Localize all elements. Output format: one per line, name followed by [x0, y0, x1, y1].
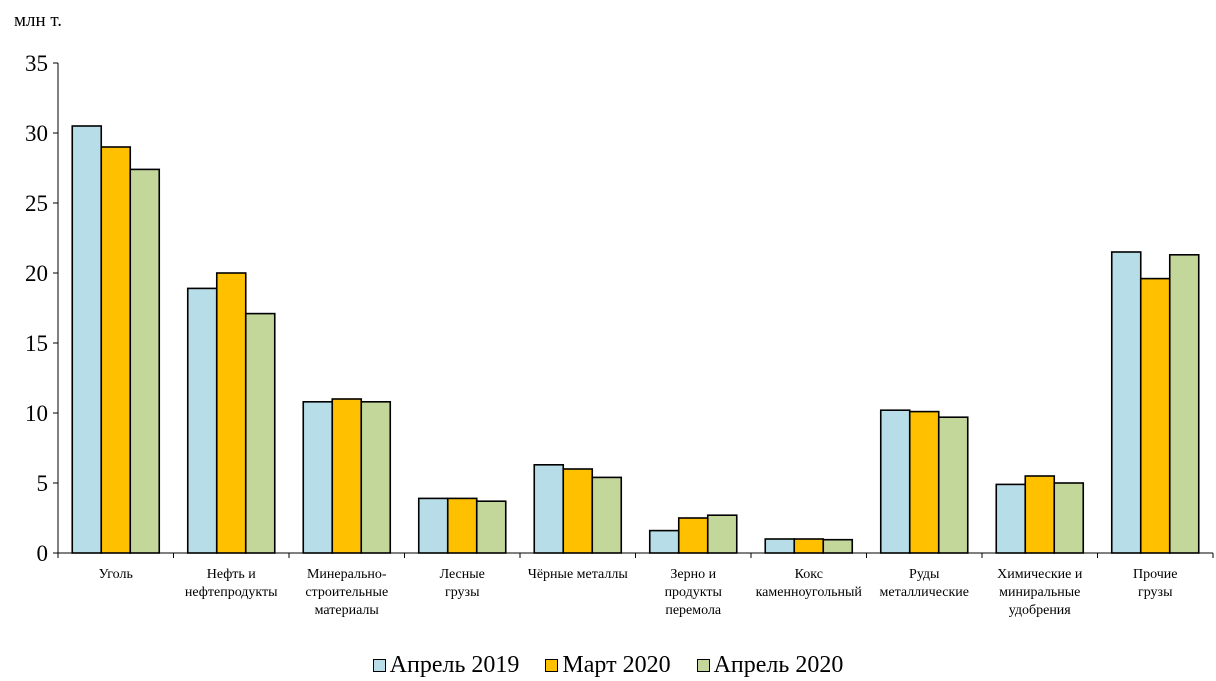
x-tick-label: грузы	[1138, 585, 1173, 600]
x-tick-label: Зерно и	[670, 567, 716, 582]
x-tick-label: Кокс	[795, 567, 823, 582]
x-tick-label: миниральные	[999, 585, 1080, 600]
x-tick-label: Руды	[909, 567, 940, 582]
x-tick-label: Химические и	[997, 567, 1083, 582]
bar	[186, 287, 218, 554]
legend-item-april-2019: Апрель 2019	[372, 652, 520, 679]
legend-label-march-2020: Март 2020	[562, 652, 671, 678]
legend-swatch-april-2020	[696, 659, 710, 672]
bar	[995, 483, 1027, 554]
x-tick-label: металлические	[880, 585, 970, 600]
x-tick-label: Минерально-	[307, 567, 387, 582]
y-tick-label: 10	[25, 401, 48, 426]
bar	[879, 409, 911, 554]
bar	[1139, 277, 1171, 554]
bar	[533, 463, 565, 554]
bar	[417, 497, 449, 554]
bar	[71, 125, 103, 554]
x-tick-label: нефтепродукты	[185, 585, 278, 600]
bar	[129, 168, 161, 554]
y-tick-label: 0	[37, 541, 49, 566]
legend-swatch-march-2020	[545, 659, 559, 672]
y-tick-label: 15	[25, 331, 48, 356]
bar	[1053, 482, 1085, 554]
bar	[360, 400, 392, 554]
bar	[1168, 254, 1200, 554]
bar	[215, 272, 247, 554]
legend-label-april-2020: Апрель 2020	[713, 652, 844, 678]
bar	[937, 416, 969, 554]
bar	[706, 514, 738, 554]
bar	[793, 538, 825, 554]
bar	[591, 476, 623, 554]
y-tick-label: 35	[25, 51, 48, 76]
bar	[302, 400, 334, 554]
bar	[562, 468, 594, 554]
y-tick-label: 5	[37, 471, 49, 496]
legend: Апрель 2019 Март 2020 Апрель 2020	[0, 652, 1216, 679]
bar	[331, 398, 363, 554]
x-tick-label: продукты	[665, 585, 723, 600]
y-tick-label: 20	[25, 261, 48, 286]
x-tick-label: Чёрные металлы	[528, 567, 629, 582]
bar	[244, 312, 276, 554]
x-tick-label: строительные	[305, 585, 388, 600]
x-tick-label: Нефть и	[207, 567, 257, 582]
x-tick-label: грузы	[445, 585, 480, 600]
bar	[822, 538, 854, 554]
legend-item-april-2020: Апрель 2020	[696, 652, 844, 679]
bar	[475, 500, 507, 554]
x-tick-label: материалы	[315, 603, 380, 618]
y-tick-label: 30	[25, 121, 48, 146]
x-tick-label: Лесные	[440, 567, 485, 582]
x-tick-label: Прочие	[1133, 567, 1178, 582]
bar	[908, 410, 940, 554]
y-tick-label: 25	[25, 191, 48, 216]
y-axis-unit-label: млн т.	[14, 10, 63, 31]
bar	[446, 497, 478, 554]
legend-swatch-april-2019	[372, 659, 386, 672]
legend-label-april-2019: Апрель 2019	[389, 652, 520, 678]
bar	[764, 538, 796, 554]
x-tick-label: Уголь	[99, 567, 133, 582]
bar	[1024, 475, 1056, 554]
x-tick-label: перемола	[665, 603, 722, 618]
bar	[648, 529, 680, 554]
bar	[100, 146, 132, 554]
legend-item-march-2020: Март 2020	[545, 652, 671, 679]
x-tick-label: удобрения	[1009, 603, 1072, 618]
x-tick-label: каменноугольный	[756, 585, 863, 600]
bar	[1110, 251, 1142, 554]
bar	[677, 517, 709, 554]
